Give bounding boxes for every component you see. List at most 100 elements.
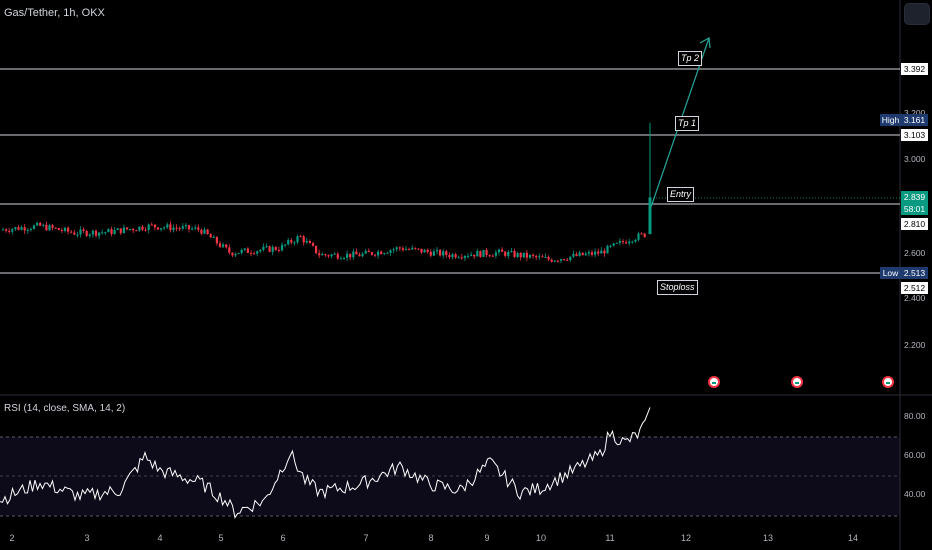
candle [370, 252, 373, 255]
candle [231, 252, 234, 256]
entry-price-tag: 2.810 [901, 218, 928, 230]
candle [222, 244, 225, 247]
candle [163, 227, 166, 229]
stoploss-label[interactable]: Stoploss [657, 280, 698, 295]
candle [510, 250, 513, 252]
candle [358, 254, 361, 257]
candle [414, 247, 417, 249]
candle [401, 248, 404, 251]
candle [194, 227, 197, 229]
candle [82, 229, 85, 231]
candle [550, 259, 553, 262]
candle [311, 243, 315, 246]
high-price-tag: 3.161 [901, 114, 928, 126]
candle [389, 250, 392, 253]
candle [32, 225, 36, 229]
candle [553, 260, 556, 262]
time-axis-label: 13 [762, 533, 774, 543]
candle [79, 229, 82, 235]
candle [606, 245, 609, 254]
candle [352, 251, 355, 258]
candle [191, 228, 194, 230]
toolbar-button[interactable] [904, 3, 930, 25]
candle [144, 229, 147, 231]
candle [572, 253, 575, 257]
candle [479, 251, 482, 257]
candle [532, 254, 535, 256]
candle [54, 227, 57, 229]
candle [377, 251, 380, 256]
candle [45, 224, 48, 231]
candle [426, 249, 429, 252]
entry-label[interactable]: Entry [667, 187, 695, 202]
candle [637, 233, 640, 240]
candle [398, 247, 401, 249]
candle [473, 254, 476, 257]
candle [308, 240, 311, 244]
event-flag-icon[interactable] [791, 376, 803, 388]
candles-group [1, 122, 652, 264]
candle [138, 226, 141, 231]
candle [116, 228, 119, 231]
candle [249, 252, 253, 254]
price-axis-label: 2.600 [904, 248, 926, 258]
candle [342, 257, 346, 259]
candle [5, 229, 8, 231]
candle [648, 197, 652, 235]
candle [559, 259, 563, 261]
candle [476, 251, 479, 257]
price-axis-label: 2.400 [904, 293, 926, 303]
candle [293, 242, 296, 244]
time-axis-label: 7 [363, 533, 369, 543]
event-flag-icon[interactable] [882, 376, 894, 388]
candle [330, 254, 333, 257]
candle [566, 259, 569, 261]
candle [634, 239, 637, 242]
price-axis-label: 3.000 [904, 154, 926, 164]
candle [218, 243, 222, 247]
candle [324, 254, 327, 256]
candle [125, 227, 129, 230]
candle [439, 249, 442, 256]
candle [290, 240, 293, 243]
candle [129, 228, 132, 230]
candle [119, 228, 122, 234]
tp2-price-tag: 3.392 [901, 63, 928, 75]
candle [153, 224, 156, 228]
event-flag-icon[interactable] [708, 376, 720, 388]
candle [197, 227, 200, 230]
candle [26, 229, 29, 231]
candle [91, 230, 94, 235]
candle [594, 251, 597, 255]
candle [408, 249, 411, 251]
candle [175, 227, 178, 229]
candle [380, 251, 383, 255]
candle [98, 232, 101, 236]
candle [73, 232, 76, 235]
symbol-title[interactable]: Gas/Tether, 1h, OKX [4, 7, 105, 19]
tp2-label[interactable]: Tp 2 [678, 51, 703, 66]
candle [578, 252, 581, 256]
candle [386, 252, 389, 254]
candle [547, 256, 550, 260]
rsi-indicator-title[interactable]: RSI (14, close, SMA, 14, 2) [4, 403, 126, 414]
candle [519, 253, 522, 258]
tp1-label[interactable]: Tp 1 [675, 116, 700, 131]
candle [29, 228, 32, 230]
candle [85, 230, 88, 236]
rsi-axis-label: 60.00 [904, 450, 926, 460]
candle [70, 231, 73, 233]
tp1-price-tag: 3.103 [901, 129, 928, 141]
candle [150, 224, 153, 226]
candle [504, 251, 507, 256]
candle [42, 224, 45, 226]
candle [178, 228, 181, 230]
candle [287, 240, 290, 245]
candle [590, 252, 594, 255]
candle [395, 247, 398, 250]
price-axis-label: 2.200 [904, 340, 926, 350]
candle [333, 253, 336, 255]
candle [104, 232, 107, 234]
candle [603, 250, 606, 254]
